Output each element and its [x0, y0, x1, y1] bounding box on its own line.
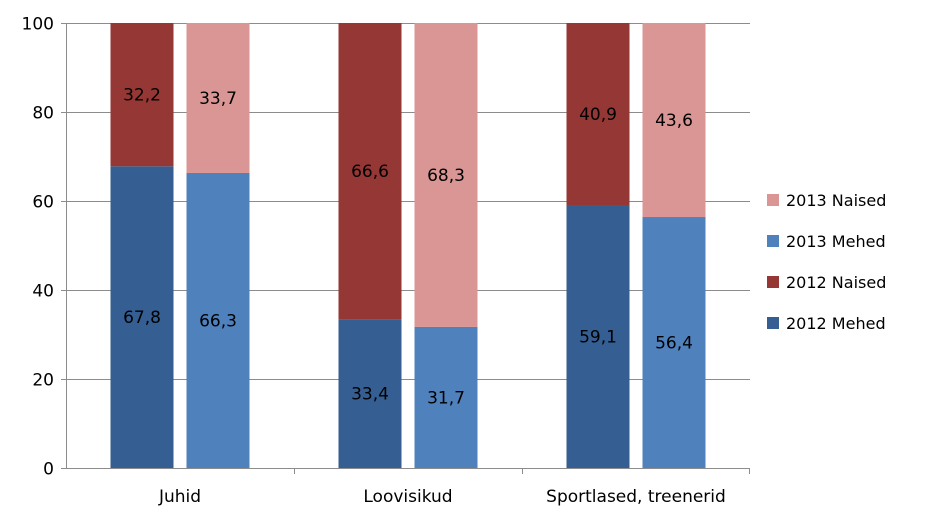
bar-segment: [414, 326, 478, 468]
y-tick-label: 40: [32, 282, 54, 302]
data-label: 56,4: [655, 334, 693, 354]
y-tick-label: 20: [32, 371, 54, 391]
bar-segment: [186, 23, 250, 173]
y-tick-label: 60: [32, 193, 54, 213]
bar-segment: [414, 23, 478, 327]
legend-swatch: [767, 235, 779, 247]
y-tick-label: 100: [22, 15, 54, 35]
y-tick-label: 0: [43, 460, 54, 480]
data-labels: 67,8 32,2 66,3 33,7 33,4 66,6 31,7 68,3 59,1 40,9…: [123, 86, 693, 409]
legend-swatch: [767, 317, 779, 329]
data-label: 31,7: [427, 388, 465, 408]
bars: [110, 23, 706, 469]
bar-segment: [642, 23, 706, 218]
data-label: 59,1: [579, 328, 617, 348]
legend-label: 2012 Naised: [786, 273, 886, 292]
bar-segment: [110, 166, 174, 469]
data-label: 66,3: [199, 311, 237, 331]
data-label: 33,4: [351, 385, 389, 405]
legend-swatch: [767, 194, 779, 206]
bar-segment: [186, 172, 250, 468]
data-label: 68,3: [427, 166, 465, 186]
data-label: 33,7: [199, 89, 237, 109]
legend-label: 2012 Mehed: [786, 314, 886, 333]
data-label: 40,9: [579, 105, 617, 125]
axes: 0 20 40 60 80 100 Juhid Loovisikud Sportlased, t…: [22, 15, 750, 506]
data-label: 32,2: [123, 86, 161, 106]
legend-label: 2013 Mehed: [786, 232, 886, 251]
data-label: 66,6: [351, 162, 389, 182]
x-category-label: Juhid: [158, 487, 201, 506]
legend: 2013 Naised 2013 Mehed 2012 Naised 2012 Meh…: [767, 191, 886, 333]
bar-segment: [110, 23, 174, 167]
legend-label: 2013 Naised: [786, 191, 886, 210]
bar-segment: [338, 319, 402, 468]
legend-swatch: [767, 276, 779, 288]
data-label: 43,6: [655, 111, 693, 131]
gridlines: [66, 23, 750, 380]
bar-segment: [642, 217, 706, 468]
x-category-label: Sportlased, treenerid: [546, 487, 726, 506]
x-category-label: Loovisikud: [363, 487, 452, 506]
y-tick-label: 80: [32, 104, 54, 124]
bar-segment: [566, 23, 630, 206]
data-label: 67,8: [123, 308, 161, 328]
bar-segment: [338, 23, 402, 320]
bar-segment: [566, 205, 630, 468]
